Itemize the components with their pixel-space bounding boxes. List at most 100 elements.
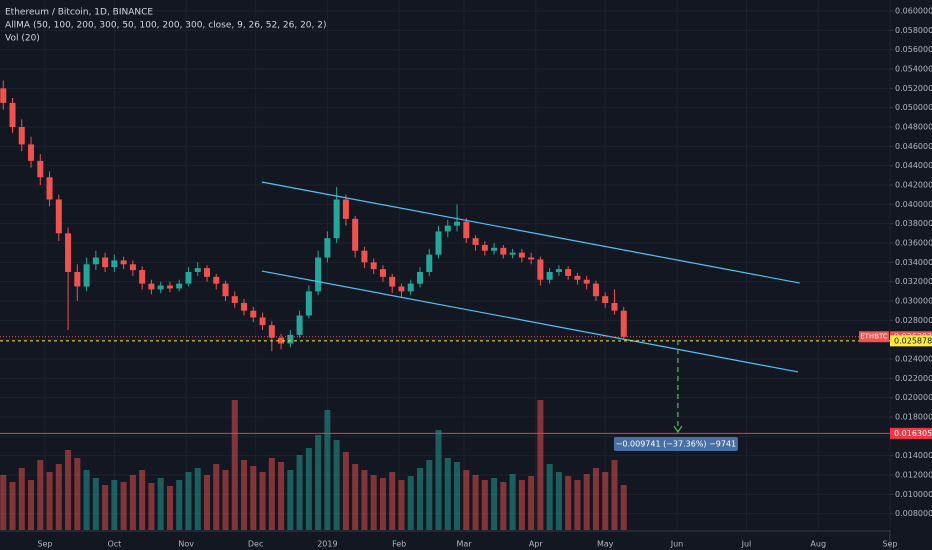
x-tick-label: Sep bbox=[37, 540, 52, 549]
overlay-layer: −0.009741 (−37.36%) −9741 bbox=[0, 181, 890, 451]
candle-body bbox=[602, 296, 609, 303]
candle-body bbox=[157, 285, 164, 290]
volume-bar bbox=[74, 458, 81, 530]
symbol-label: ETHBTC bbox=[860, 333, 888, 341]
candle-body bbox=[241, 302, 248, 311]
volume-bar bbox=[379, 478, 386, 530]
candle-body bbox=[491, 247, 498, 251]
volume-bar bbox=[203, 475, 210, 530]
volume-bar bbox=[157, 478, 164, 530]
candle-body bbox=[333, 199, 340, 239]
y-tick-label: 0.058000 bbox=[895, 26, 932, 35]
volume-bar bbox=[9, 482, 16, 530]
y-tick-label: 0.050000 bbox=[895, 103, 932, 112]
candle-body bbox=[389, 276, 396, 287]
volume-bar bbox=[509, 474, 516, 530]
x-tick-label: Mar bbox=[456, 540, 472, 549]
candle-body bbox=[574, 275, 581, 280]
volume-bar bbox=[592, 468, 599, 530]
trendline bbox=[261, 181, 800, 284]
volume-bar bbox=[416, 468, 424, 530]
candle-body bbox=[166, 285, 173, 289]
volume-bar bbox=[213, 464, 220, 530]
y-tick-label: 0.032000 bbox=[895, 277, 932, 286]
volume-bar bbox=[46, 472, 53, 530]
candle-body bbox=[305, 291, 312, 316]
candle-body bbox=[0, 88, 7, 103]
candle-body bbox=[611, 302, 618, 311]
volume-bar bbox=[194, 468, 201, 530]
candle-body bbox=[259, 317, 266, 326]
x-tick-label: Dec bbox=[248, 540, 263, 549]
volume-bar bbox=[129, 475, 136, 530]
candle-body bbox=[546, 272, 553, 280]
volume-bar bbox=[555, 472, 562, 530]
volume-bar bbox=[278, 462, 285, 530]
x-tick-label: Feb bbox=[392, 540, 406, 549]
volume-bar bbox=[546, 464, 553, 530]
y-tick-label: 0.012000 bbox=[895, 470, 932, 479]
volume-bar bbox=[472, 475, 479, 530]
volume-bar bbox=[231, 400, 238, 530]
y-tick-label: 0.040000 bbox=[895, 200, 932, 209]
x-tick-label: Jul bbox=[741, 540, 752, 549]
candle-body bbox=[407, 283, 414, 292]
candle-body bbox=[592, 283, 599, 297]
volume-bar bbox=[37, 460, 44, 530]
candle-body bbox=[324, 238, 331, 258]
candle-body bbox=[287, 334, 294, 344]
price-label-box bbox=[890, 427, 932, 439]
candle-body bbox=[129, 264, 136, 271]
indicator-label: Vol (20) bbox=[5, 34, 40, 44]
volume-bar bbox=[241, 460, 248, 530]
x-tick-label: 2019 bbox=[317, 540, 337, 549]
candle-body bbox=[231, 296, 238, 303]
volume-layer bbox=[0, 400, 627, 530]
y-tick-label: 0.024000 bbox=[895, 355, 932, 364]
y-tick-label: 0.044000 bbox=[895, 161, 932, 170]
candle-body bbox=[278, 337, 285, 344]
candle-body bbox=[185, 272, 192, 284]
volume-bar bbox=[287, 470, 294, 530]
volume-bar bbox=[185, 472, 192, 530]
candle-body bbox=[620, 310, 627, 337]
measure-arrowhead bbox=[673, 425, 683, 434]
y-tick-label: 0.014000 bbox=[895, 451, 932, 460]
candle-body bbox=[46, 177, 53, 200]
candle-body bbox=[37, 160, 44, 178]
candle-body bbox=[370, 262, 377, 270]
y-tick-label: 0.056000 bbox=[895, 45, 932, 54]
candle-body bbox=[509, 252, 516, 255]
volume-bar bbox=[166, 486, 173, 530]
candle-layer bbox=[0, 80, 627, 352]
candle-body bbox=[315, 257, 322, 292]
candle-body bbox=[500, 247, 507, 255]
x-tick-label: Apr bbox=[529, 540, 544, 549]
x-tick-label: Nov bbox=[178, 540, 194, 549]
volume-bar bbox=[463, 470, 470, 530]
candle-body bbox=[518, 252, 525, 258]
candle-body bbox=[111, 260, 118, 268]
candle-body bbox=[342, 199, 349, 219]
volume-bar bbox=[565, 476, 572, 530]
chart-title: Ethereum / Bitcoin, 1D, BINANCE bbox=[5, 8, 153, 18]
y-tick-label: 0.036000 bbox=[895, 239, 932, 248]
x-tick-label: Aug bbox=[810, 540, 826, 549]
x-tick-label: Jun bbox=[670, 540, 684, 549]
volume-bar bbox=[500, 482, 507, 530]
candle-body bbox=[565, 269, 572, 276]
volume-bar bbox=[518, 480, 525, 530]
candle-body bbox=[102, 257, 109, 268]
price-label: 0.025878 bbox=[894, 336, 932, 345]
candle-body bbox=[92, 257, 99, 265]
indicator-label: AllMA (50, 100, 200, 300, 50, 100, 200, … bbox=[5, 21, 326, 31]
volume-bar bbox=[481, 480, 488, 530]
volume-bar bbox=[83, 470, 90, 530]
volume-bar bbox=[296, 455, 303, 530]
candle-body bbox=[583, 279, 590, 284]
symbol-label-box bbox=[859, 331, 889, 343]
volume-bar bbox=[28, 480, 35, 530]
y-tick-label: 0.018000 bbox=[895, 413, 932, 422]
y-tick-label: 0.038000 bbox=[895, 219, 932, 228]
volume-bar bbox=[139, 470, 146, 530]
